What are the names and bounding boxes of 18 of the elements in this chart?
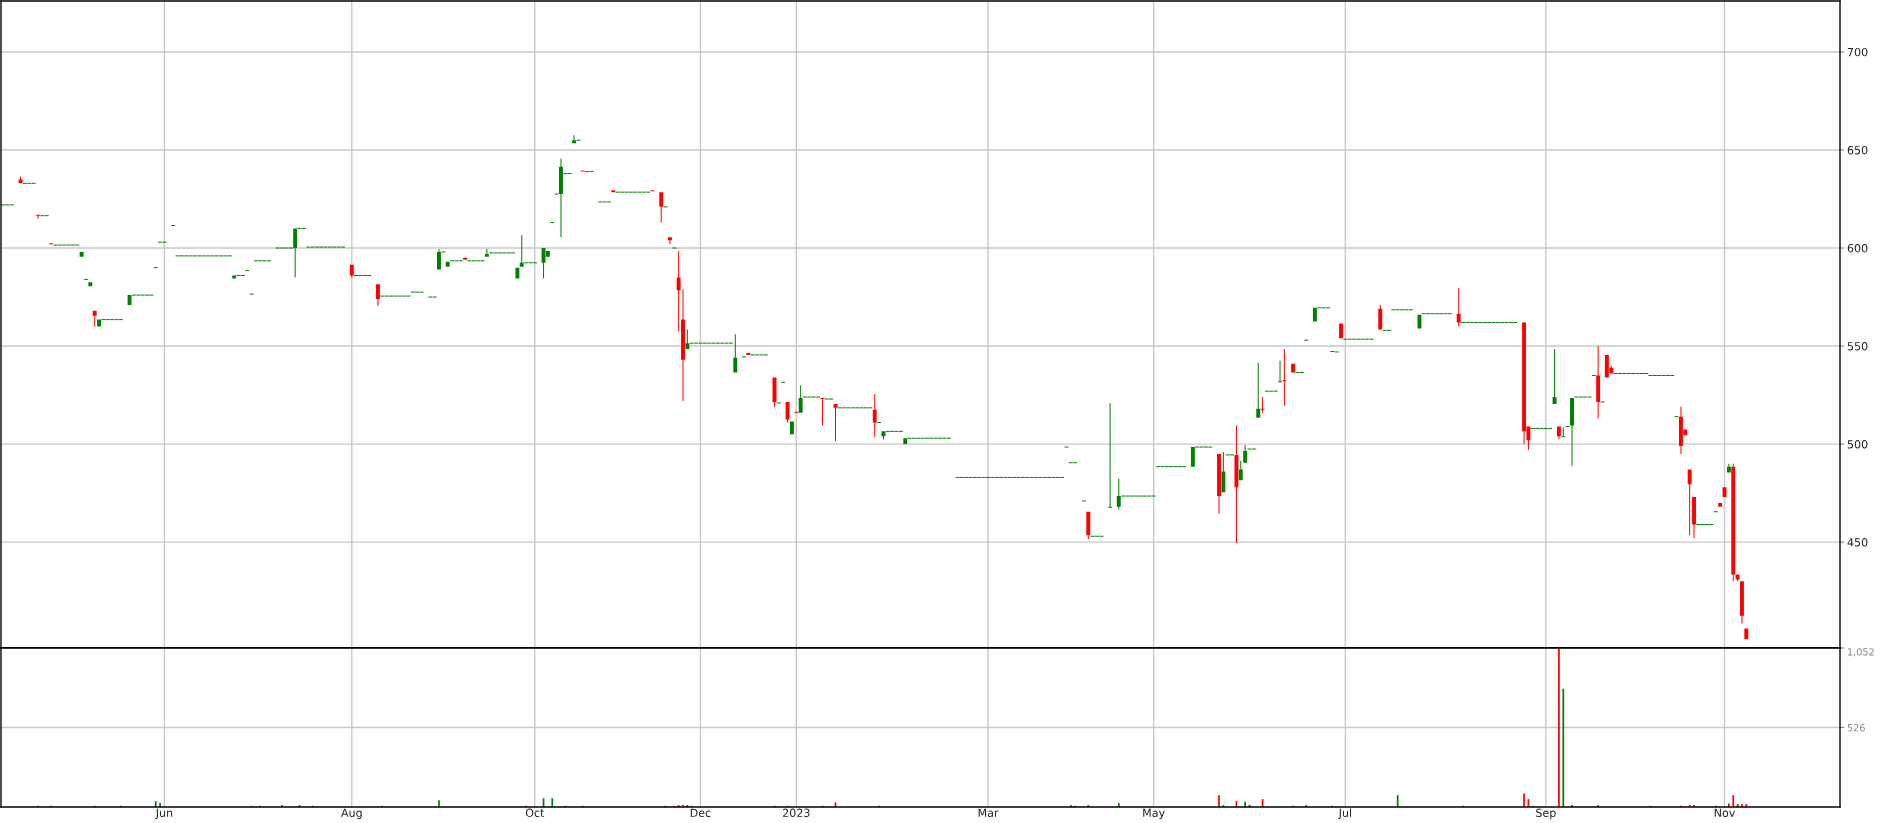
x-tick-label: Nov <box>1714 808 1736 817</box>
y-tick-label: 650 <box>1847 145 1868 155</box>
x-tick-label: Dec <box>690 808 711 817</box>
x-tick-label: 2023 <box>782 808 810 817</box>
x-tick-label: Mar <box>978 808 999 817</box>
x-tick-label: Jun <box>155 808 173 820</box>
y-tick-label: 700 <box>1847 47 1868 57</box>
x-tick-label: Oct <box>525 808 545 817</box>
x-tick-label: Jul <box>1338 808 1352 820</box>
y-tick-label: 500 <box>1847 440 1868 449</box>
y-tick-label: 526 <box>1847 723 1865 732</box>
y-tick-label: 600 <box>1847 244 1868 253</box>
y-tick-label: 450 <box>1847 538 1868 547</box>
x-tick-label: Sep <box>1536 808 1556 820</box>
y-tick-label: 1,052 <box>1848 648 1874 657</box>
y-tick-label: 550 <box>1847 342 1868 351</box>
x-tick-label: May <box>1143 808 1165 820</box>
x-tick-label: Aug <box>341 808 362 820</box>
